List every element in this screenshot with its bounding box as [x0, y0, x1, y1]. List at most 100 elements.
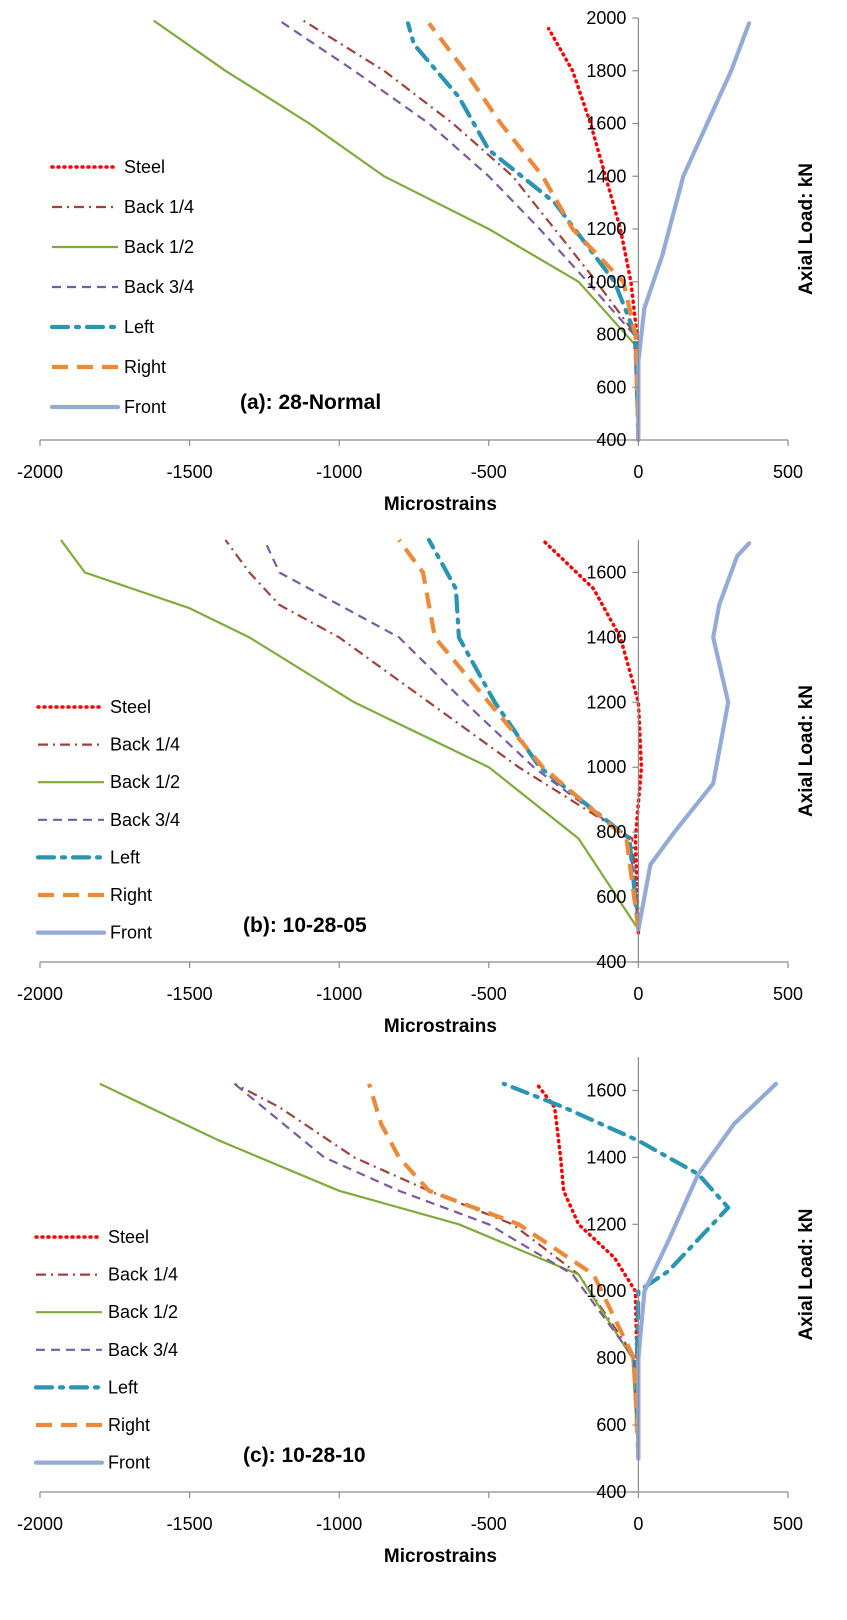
legend-label: Back 1/2	[124, 237, 194, 257]
x-tick-label: 500	[773, 1514, 803, 1534]
y-tick-label: 1800	[586, 61, 626, 81]
legend-item: Steel	[34, 1227, 149, 1247]
y-tick-label: 1600	[586, 114, 626, 134]
legend: Steel Back 1/4 Back 1/2 Back 3/4 Left Right Fr…	[49, 157, 194, 417]
x-tick-label: -500	[471, 462, 507, 482]
x-tick-label: -1500	[167, 1514, 213, 1534]
series-line-left	[426, 537, 641, 932]
x-tick-label: 0	[633, 1514, 643, 1534]
legend-item: Steel	[50, 157, 165, 177]
y-tick-label: 400	[596, 952, 626, 972]
legend-item: Steel	[36, 697, 151, 717]
legend-label: Back 3/4	[110, 810, 180, 830]
series-line-back-1-2	[153, 19, 640, 441]
legend-item: Back 1/2	[36, 1302, 178, 1322]
legend-label: Steel	[110, 697, 151, 717]
x-axis-title: Microstrains	[384, 494, 497, 515]
x-tick-label: -500	[471, 1514, 507, 1534]
x-tick-label: -2000	[17, 984, 63, 1004]
series-line-front	[636, 21, 752, 443]
legend: Steel Back 1/4 Back 1/2 Back 3/4 Left Right Fr…	[35, 697, 180, 943]
y-tick-label: 1000	[586, 757, 626, 777]
y-tick-label: 1600	[586, 562, 626, 582]
panel-label: (b): 10-28-05	[243, 914, 367, 937]
series-line-back-1-4	[224, 539, 640, 930]
legend-label: Front	[110, 923, 152, 943]
series-line-steel	[546, 26, 641, 442]
x-tick-label: -1000	[316, 984, 362, 1004]
legend-item: Back 3/4	[52, 277, 194, 297]
x-tick-label: -1000	[316, 462, 362, 482]
y-axis-title: Axial Load: kN	[796, 163, 817, 295]
legend-label: Steel	[124, 157, 165, 177]
x-tick-label: -1500	[167, 462, 213, 482]
y-tick-label: 800	[596, 1348, 626, 1368]
legend-item: Left	[33, 1377, 138, 1397]
legend-item: Left	[35, 847, 140, 867]
series-line-front	[636, 1081, 779, 1461]
x-tick-label: -2000	[17, 1514, 63, 1534]
legend-item: Back 1/4	[38, 735, 180, 755]
series-line-steel	[540, 538, 644, 935]
y-tick-label: 1200	[586, 1214, 626, 1234]
y-tick-label: 800	[596, 325, 626, 345]
x-tick-label: -500	[471, 984, 507, 1004]
panel-label: (c): 10-28-10	[243, 1444, 366, 1467]
series-line-right	[397, 538, 641, 930]
series-line-right	[427, 22, 641, 441]
legend-label: Front	[124, 397, 166, 417]
y-tick-label: 800	[596, 822, 626, 842]
x-tick-label: 0	[633, 462, 643, 482]
series-line-left	[501, 1081, 731, 1461]
legend-item: Right	[36, 1415, 150, 1435]
x-tick-label: -1500	[167, 984, 213, 1004]
x-tick-label: 0	[633, 984, 643, 1004]
legend-label: Left	[124, 317, 154, 337]
legend-label: Back 3/4	[124, 277, 194, 297]
legend-label: Back 1/4	[124, 197, 194, 217]
legend-item: Left	[49, 317, 154, 337]
x-tick-label: -1000	[316, 1514, 362, 1534]
legend-label: Right	[108, 1415, 150, 1435]
panel-label: (a): 28-Normal	[240, 391, 381, 414]
series-line-back-3-4	[263, 539, 640, 930]
legend-item: Front	[49, 397, 166, 417]
chart-panel-3: -2000 -1500 -1000 -500 0 500 400 600 800 1000 1200…	[17, 1057, 817, 1567]
legend: Steel Back 1/4 Back 1/2 Back 3/4 Left Right Fr…	[33, 1227, 178, 1473]
legend-item: Back 1/4	[36, 1265, 178, 1285]
legend-item: Back 3/4	[38, 810, 180, 830]
legend-item: Back 1/2	[52, 237, 194, 257]
legend-label: Left	[108, 1377, 138, 1397]
legend-item: Front	[33, 1453, 150, 1473]
x-axis-title: Microstrains	[384, 1016, 497, 1037]
y-tick-label: 400	[596, 430, 626, 450]
x-tick-label: 500	[773, 462, 803, 482]
x-tick-label: 500	[773, 984, 803, 1004]
series-line-back-3-4	[233, 1082, 640, 1459]
legend-label: Right	[124, 357, 166, 377]
series-line-back-1-2	[60, 539, 640, 931]
legend-label: Back 1/2	[110, 772, 180, 792]
y-tick-label: 1600	[586, 1080, 626, 1100]
series-line-front	[636, 541, 752, 932]
series-line-back-1-4	[302, 19, 640, 441]
y-tick-label: 1400	[586, 1147, 626, 1167]
y-axis-title: Axial Load: kN	[796, 1209, 817, 1341]
legend-label: Back 3/4	[108, 1340, 178, 1360]
legend-label: Right	[110, 885, 152, 905]
y-tick-label: 1200	[586, 219, 626, 239]
legend-item: Right	[52, 357, 166, 377]
y-tick-label: 600	[596, 1415, 626, 1435]
legend-label: Steel	[108, 1227, 149, 1247]
legend-item: Back 1/4	[52, 197, 194, 217]
series-line-right	[367, 1083, 641, 1459]
y-tick-label: 1000	[586, 1281, 626, 1301]
y-tick-label: 1000	[586, 272, 626, 292]
series-line-back-3-4	[278, 19, 640, 441]
legend-label: Back 1/4	[110, 735, 180, 755]
chart-panel-2: -2000 -1500 -1000 -500 0 500 400 600 800 1000 1200…	[17, 537, 817, 1037]
legend-label: Back 1/4	[108, 1265, 178, 1285]
legend-label: Back 1/2	[108, 1302, 178, 1322]
legend-item: Back 1/2	[38, 772, 180, 792]
